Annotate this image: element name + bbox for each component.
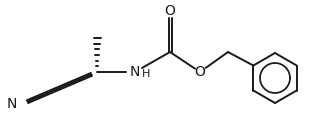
Text: H: H (142, 69, 150, 79)
Text: N: N (130, 65, 140, 79)
Text: O: O (165, 4, 175, 18)
Text: O: O (195, 65, 205, 79)
Text: N: N (6, 97, 17, 111)
